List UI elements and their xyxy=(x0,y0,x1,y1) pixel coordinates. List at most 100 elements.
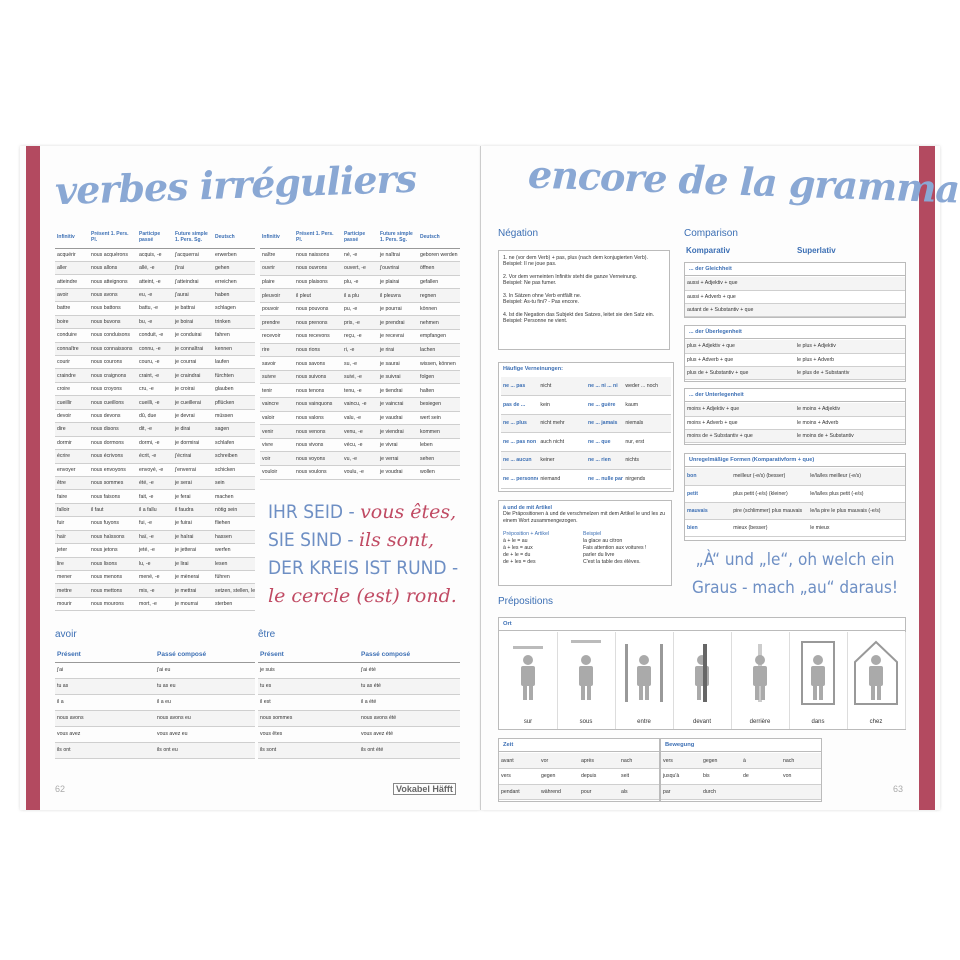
cell: conduire xyxy=(55,328,89,343)
cell: plu, -e xyxy=(342,275,378,290)
cell: nicht mehr xyxy=(538,414,586,433)
cell: nous conduisons xyxy=(89,328,137,343)
table: aussi + Adjektiv + que aussi + Adverb + q… xyxy=(685,277,905,317)
cell: vouloir xyxy=(260,465,294,480)
cell: ne ... pas non plus xyxy=(501,432,539,452)
cell: j'ai xyxy=(55,662,155,679)
header-cell: Deutsch xyxy=(418,228,460,249)
cell: venu, -e xyxy=(342,424,378,439)
cell: nous battons xyxy=(89,301,137,316)
row: connaître nous connaissons connu, -e je con… xyxy=(55,342,255,357)
cell: fait, -e xyxy=(137,489,173,504)
column-head: Superlativ xyxy=(797,246,836,255)
cell: öffnen xyxy=(418,261,460,276)
header-row: Infinitiv Présent 1. Pers. Pl. Participe p… xyxy=(260,228,460,249)
box-title: à und de mit Artikel xyxy=(503,505,552,511)
cell: savoir xyxy=(260,356,294,371)
cell: vers xyxy=(499,768,539,785)
cell: je conduirai xyxy=(173,328,213,343)
cell: je saurai xyxy=(378,356,418,371)
column-head: Préposition + Artikel xyxy=(503,531,549,537)
row: par durch xyxy=(661,784,821,800)
cell: le moins + Adverb xyxy=(795,416,905,430)
rule: 1. ne (vor dem Verb) + pas, plus (nach d… xyxy=(503,255,648,261)
cell: nous ouvrons xyxy=(294,261,342,276)
row: suivre nous suivons suivi, -e je suivrai fol… xyxy=(260,370,460,385)
row: bon meilleur (-e/s) (besser) le/la/les mei… xyxy=(685,468,905,486)
cell: le/la/les meilleur (-e/s) xyxy=(808,468,905,486)
cell: le moins + Adjektiv xyxy=(795,403,905,417)
cell: nous faisons xyxy=(89,489,137,504)
cell: weder ... noch xyxy=(623,377,671,396)
cell: né, -e xyxy=(342,248,378,263)
cell: je mettrai xyxy=(173,583,213,598)
header-row: Présent Passé composé xyxy=(55,648,255,663)
figure-icon xyxy=(571,640,601,700)
cell: nous haïssons xyxy=(89,530,137,545)
cell: acquérir xyxy=(55,248,89,262)
cell: j'atteindrai xyxy=(173,274,213,289)
cell: pouvoir xyxy=(260,302,294,317)
cell: niemand xyxy=(538,469,586,489)
cell: vous avez xyxy=(55,726,155,743)
cell: schreiben xyxy=(213,449,255,464)
header-cell: Future simple 1. Pers. Sg. xyxy=(173,228,213,249)
cell: venir xyxy=(260,424,294,439)
cell: pendant xyxy=(499,784,539,800)
cell: voir xyxy=(260,451,294,466)
quote-line: DER KREIS IST RUND - xyxy=(268,554,458,582)
row: plus de + Substantiv + que le plus de + S… xyxy=(685,366,905,380)
gutter xyxy=(480,146,481,810)
row: prendre nous prenons pris, -e je prendrai ne… xyxy=(260,315,460,331)
cell: nous disons xyxy=(89,422,137,437)
cell xyxy=(795,303,905,317)
cell: je croirai xyxy=(173,382,213,397)
row: moins de + Substantiv + que le moins de +… xyxy=(685,429,905,443)
cell: sein xyxy=(213,476,255,491)
cell: je cueillerai xyxy=(173,395,213,410)
cell: ne ... plus xyxy=(501,414,539,433)
row: ouvrir nous ouvrons ouvert, -e j'ouvrirai öf… xyxy=(260,261,460,276)
cell: nehmen xyxy=(418,315,460,331)
cell: trinken xyxy=(213,315,255,330)
cell: dire xyxy=(55,422,89,437)
cell: nous mettons xyxy=(89,583,137,598)
cell: craindre xyxy=(55,368,89,383)
cell: il pleut xyxy=(294,288,342,303)
cell: wissen, können xyxy=(418,356,460,371)
cell: nous écrivons xyxy=(89,449,137,464)
cell: le mieux xyxy=(808,519,905,537)
cell: il a été xyxy=(359,694,460,711)
section-heading: Prépositions xyxy=(498,596,554,607)
box-text: Die Präpositionen à und de verschmelzen … xyxy=(503,511,666,524)
row: cueillir nous cueillons cueilli, -e je cuei… xyxy=(55,395,255,410)
common-box: Häufige Verneinungen: ne ... pas nicht ne .… xyxy=(498,362,674,492)
cell: il a plu xyxy=(342,288,378,303)
quote-french: le cercle (est) rond. xyxy=(268,585,457,607)
cell: croire xyxy=(55,382,89,397)
figure-icon xyxy=(625,644,663,702)
rule-example: Beispiel: Personne ne vient. xyxy=(503,318,568,324)
cell: ne ... aucun xyxy=(501,451,539,470)
cell: nous devons xyxy=(89,409,137,424)
cell: nous venons xyxy=(294,424,342,439)
cell: kein xyxy=(538,395,586,415)
cell: nous menons xyxy=(89,570,137,585)
cell: nous vainquons xyxy=(294,397,342,412)
row: nous sommes nous avons été xyxy=(258,710,460,727)
box-title: Häufige Verneinungen: xyxy=(503,366,563,372)
cell: nous naissons xyxy=(294,248,342,263)
cell: j'enverrai xyxy=(173,463,213,477)
cell: nous pouvons xyxy=(294,302,342,317)
cell: autant de + Substantiv + que xyxy=(685,303,795,317)
preposition-cell: sur xyxy=(499,632,558,729)
cell: nach xyxy=(619,753,659,769)
cell: ils ont xyxy=(55,742,155,759)
cell: vor xyxy=(539,753,579,769)
row: devoir nous devons dû, due je devrai müssen xyxy=(55,409,255,424)
cell: besiegen xyxy=(418,397,460,412)
cell: mort, -e xyxy=(137,597,173,612)
row: tenir nous tenons tenu, -e je tiendrai halte… xyxy=(260,383,460,399)
cell: je fuirai xyxy=(173,516,213,531)
